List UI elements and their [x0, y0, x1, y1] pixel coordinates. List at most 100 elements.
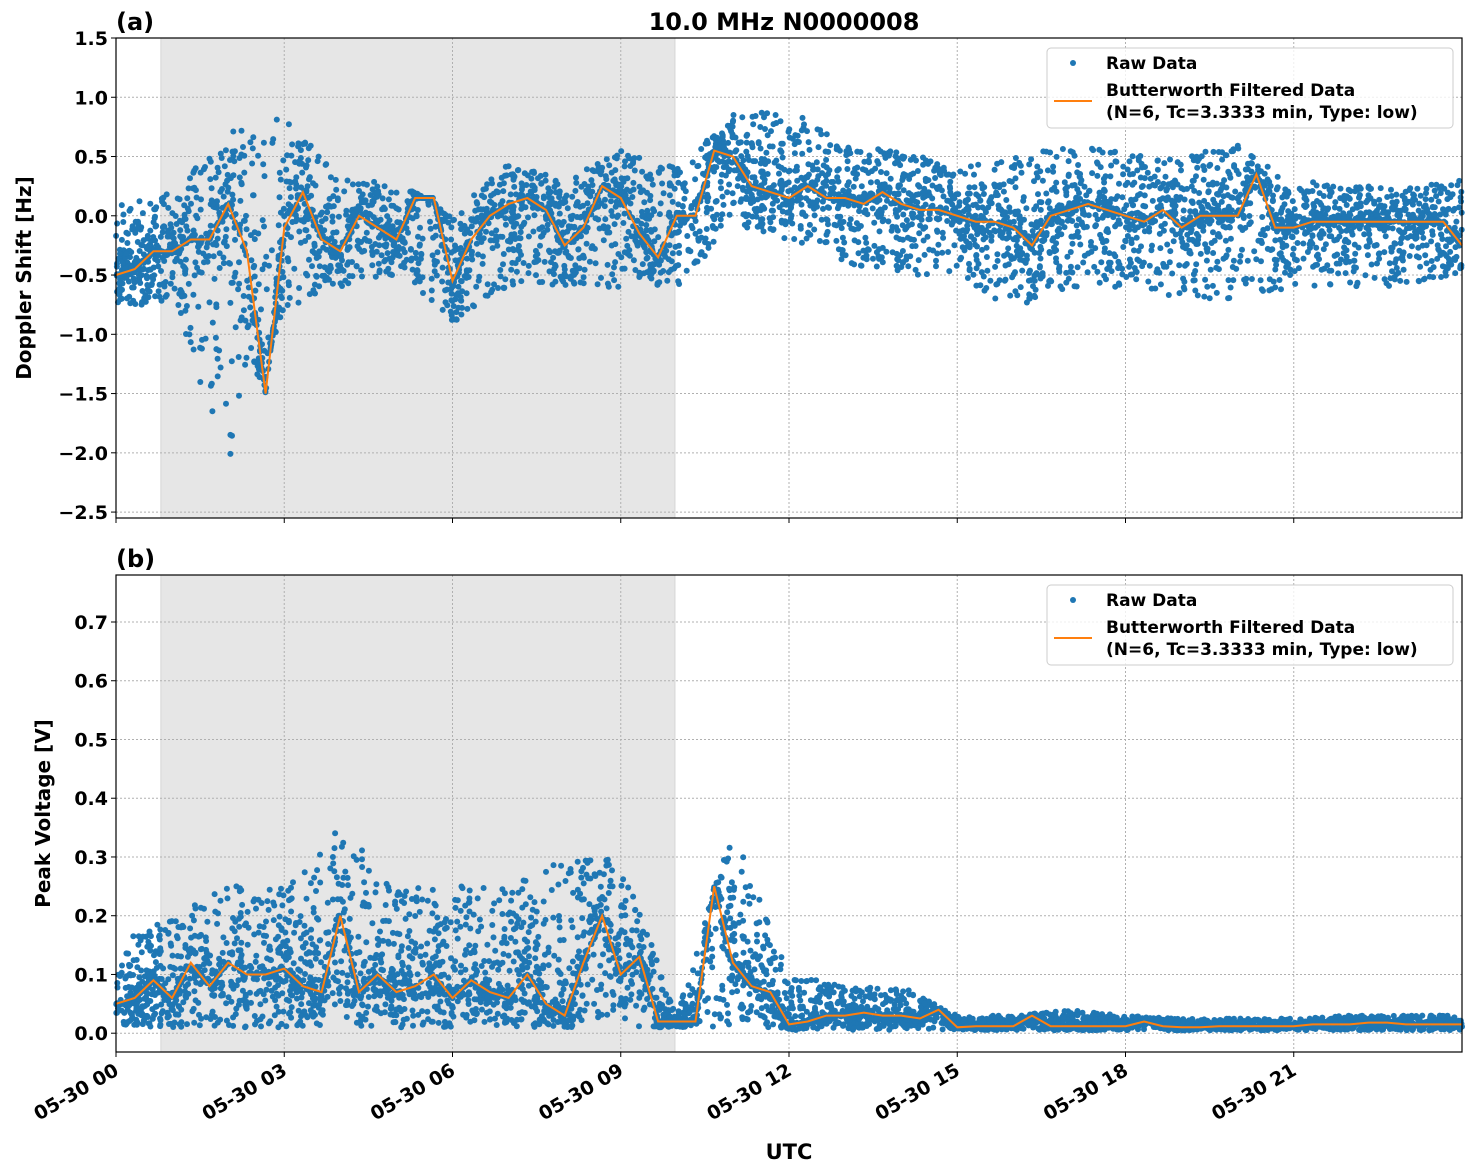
raw-data-point [1246, 221, 1252, 227]
raw-data-point [758, 224, 764, 230]
raw-data-point [880, 217, 886, 223]
raw-data-point [799, 151, 805, 157]
raw-data-point [727, 126, 733, 132]
raw-data-point [276, 305, 282, 311]
raw-data-point [981, 191, 987, 197]
raw-data-point [379, 252, 385, 258]
raw-data-point [1225, 247, 1231, 253]
raw-data-point [617, 182, 623, 188]
raw-data-point [1047, 205, 1053, 211]
raw-data-point [278, 177, 284, 183]
raw-data-point [844, 166, 850, 172]
raw-data-point [900, 237, 906, 243]
raw-data-point [276, 222, 282, 228]
raw-data-point [681, 185, 687, 191]
raw-data-point [988, 238, 994, 244]
raw-data-point [455, 305, 461, 311]
raw-data-point [611, 264, 617, 270]
raw-data-point [732, 149, 738, 155]
raw-data-point [227, 451, 233, 457]
raw-data-point [585, 186, 591, 192]
raw-data-point [533, 259, 539, 265]
raw-data-point [153, 223, 159, 229]
raw-data-point [1357, 184, 1363, 190]
raw-data-point [1047, 249, 1053, 255]
raw-data-point [650, 182, 656, 188]
raw-data-point [230, 149, 236, 155]
raw-data-point [1429, 228, 1435, 234]
raw-data-point [502, 276, 508, 282]
raw-data-point [1103, 173, 1109, 179]
raw-data-point [376, 261, 382, 267]
raw-data-point [596, 166, 602, 172]
raw-data-point [1210, 283, 1216, 289]
raw-data-point [863, 240, 869, 246]
raw-data-point [724, 189, 730, 195]
raw-data-point [656, 279, 662, 285]
raw-data-point [1437, 185, 1443, 191]
raw-data-point [429, 276, 435, 282]
raw-data-point [330, 193, 336, 199]
raw-data-point [777, 147, 783, 153]
raw-data-point [606, 284, 612, 290]
raw-data-point [1417, 264, 1423, 270]
raw-data-point [277, 170, 283, 176]
raw-data-point [262, 173, 268, 179]
raw-data-point [768, 128, 774, 134]
raw-data-point [620, 220, 626, 226]
raw-data-point [1338, 186, 1344, 192]
raw-data-point [904, 217, 910, 223]
raw-data-point [726, 182, 732, 188]
raw-data-point [1424, 242, 1430, 248]
raw-data-point [1420, 235, 1426, 241]
raw-data-point [1076, 190, 1082, 196]
raw-data-point [770, 144, 776, 150]
raw-data-point [560, 279, 566, 285]
raw-data-point [1429, 258, 1435, 264]
raw-data-point [758, 146, 764, 152]
raw-data-point [236, 281, 242, 287]
raw-data-point [745, 153, 751, 159]
raw-data-point [1157, 197, 1163, 203]
raw-data-point [1181, 286, 1187, 292]
raw-data-point [1387, 260, 1393, 266]
raw-data-point [286, 179, 292, 185]
raw-data-point [1438, 232, 1444, 238]
raw-data-point [1352, 188, 1358, 194]
raw-data-point [615, 251, 621, 257]
raw-data-point [791, 236, 797, 242]
raw-data-point [382, 183, 388, 189]
raw-data-point [849, 260, 855, 266]
raw-data-point [476, 278, 482, 284]
raw-data-point [1163, 197, 1169, 203]
raw-data-point [1017, 245, 1023, 251]
raw-data-point [237, 174, 243, 180]
raw-data-point [164, 191, 170, 197]
raw-data-point [1188, 251, 1194, 257]
raw-data-point [252, 229, 258, 235]
raw-data-point [1169, 180, 1175, 186]
raw-data-point [1327, 227, 1333, 233]
raw-data-point [207, 156, 213, 162]
raw-data-point [188, 339, 194, 345]
raw-data-point [1026, 161, 1032, 167]
raw-data-point [1226, 295, 1232, 301]
raw-data-point [660, 268, 666, 274]
raw-data-point [1140, 203, 1146, 209]
raw-data-point [874, 211, 880, 217]
raw-data-point [671, 173, 677, 179]
raw-data-point [170, 270, 176, 276]
raw-data-point [1091, 264, 1097, 270]
raw-data-point [668, 183, 674, 189]
raw-data-point [369, 202, 375, 208]
raw-data-point [1048, 278, 1054, 284]
raw-data-point [165, 205, 171, 211]
raw-data-point [514, 269, 520, 275]
raw-data-point [562, 267, 568, 273]
raw-data-point [635, 243, 641, 249]
raw-data-point [606, 162, 612, 168]
raw-data-point [940, 230, 946, 236]
raw-data-point [258, 306, 264, 312]
raw-data-point [1079, 222, 1085, 228]
raw-data-point [878, 169, 884, 175]
